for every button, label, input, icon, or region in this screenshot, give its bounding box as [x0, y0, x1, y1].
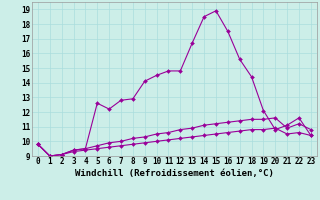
X-axis label: Windchill (Refroidissement éolien,°C): Windchill (Refroidissement éolien,°C)	[75, 169, 274, 178]
